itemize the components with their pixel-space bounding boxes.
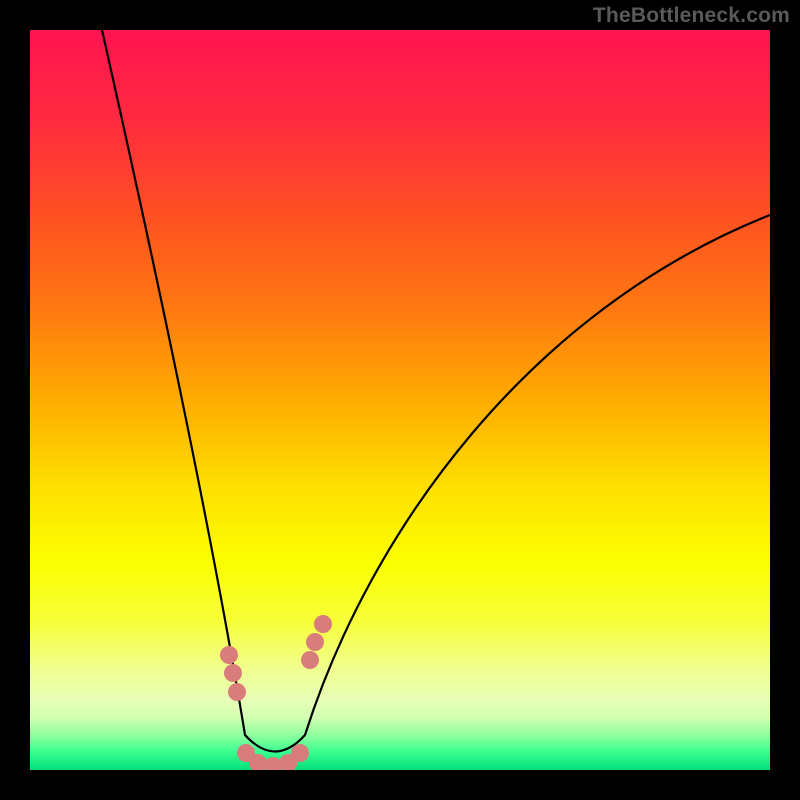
marker-dot <box>228 683 246 701</box>
marker-dot <box>306 633 324 651</box>
marker-dot <box>291 744 309 762</box>
marker-dot <box>314 615 332 633</box>
chart-root: TheBottleneck.com <box>0 0 800 800</box>
marker-group <box>220 615 332 770</box>
plot-area <box>30 30 770 770</box>
curve-layer <box>30 30 770 770</box>
v-curve <box>102 30 770 752</box>
marker-dot <box>301 651 319 669</box>
marker-dot <box>224 664 242 682</box>
watermark-text: TheBottleneck.com <box>593 4 790 28</box>
marker-dot <box>220 646 238 664</box>
